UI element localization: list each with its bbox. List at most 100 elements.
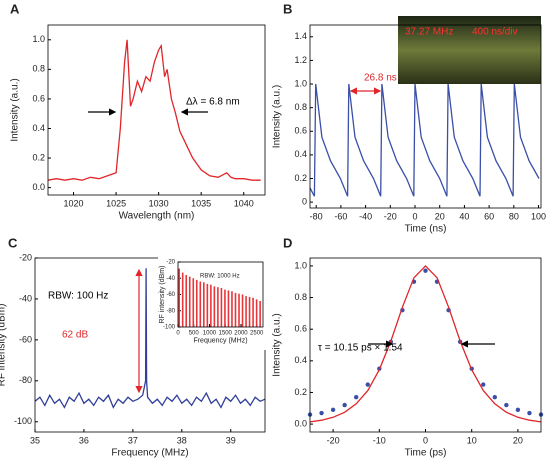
bar xyxy=(206,283,209,327)
data-point xyxy=(354,395,359,400)
y-tick-label: -60 xyxy=(19,334,32,344)
x-tick-label: -40 xyxy=(359,211,372,221)
y-tick-label: 1.4 xyxy=(294,31,307,41)
x-tick-label: 20 xyxy=(513,435,523,445)
y-axis-label: Intensity (a.u.) xyxy=(272,313,283,376)
x-tick-label: -10 xyxy=(373,435,386,445)
bar xyxy=(181,272,184,327)
x-tick-label: 1000 xyxy=(203,331,217,337)
x-tick-label: -20 xyxy=(384,211,397,221)
x-tick-label: 2000 xyxy=(234,331,248,337)
y-tick-label: -20 xyxy=(19,252,32,262)
y-tick-label: 0.4 xyxy=(32,123,45,133)
bar xyxy=(195,279,198,327)
x-tick-label: 1020 xyxy=(64,198,84,208)
y-tick-label: 0.6 xyxy=(294,324,307,334)
annotation: 37.27 MHz xyxy=(405,27,453,38)
y-tick-label: 1.0 xyxy=(32,34,45,44)
panel-label: C xyxy=(8,235,18,250)
bar xyxy=(252,297,254,327)
annotation: 400 ns/div xyxy=(472,27,518,38)
data-point xyxy=(342,402,347,408)
bar xyxy=(185,275,188,327)
x-tick-label: -80 xyxy=(310,211,323,221)
y-tick-label: 0.4 xyxy=(294,355,307,365)
bar xyxy=(245,296,247,327)
x-tick-label: 2500 xyxy=(250,331,264,337)
bar xyxy=(217,287,219,327)
plot-frame xyxy=(177,261,264,328)
x-tick-label: 500 xyxy=(189,331,200,337)
y-tick-label: 0.6 xyxy=(32,93,45,103)
x-axis-label: Frequency (MHz) xyxy=(193,338,247,345)
annotation: 62 dB xyxy=(62,330,88,341)
y-axis-label: Intensity (a.u.) xyxy=(10,78,21,141)
x-tick-label: 10 xyxy=(467,435,477,445)
bar xyxy=(199,281,202,327)
x-tick-label: 0 xyxy=(176,331,180,337)
panel-label: B xyxy=(283,1,292,16)
bar xyxy=(259,301,261,327)
y-tick-label: 0.8 xyxy=(294,292,307,302)
bar xyxy=(227,290,230,327)
y-tick-label: 0.6 xyxy=(294,126,307,136)
inset-image xyxy=(398,16,541,84)
x-tick-label: 60 xyxy=(484,211,494,221)
panel-label: D xyxy=(283,235,292,250)
x-tick-label: 100 xyxy=(531,211,546,221)
x-tick-label: 0 xyxy=(412,211,417,221)
data-point xyxy=(365,382,370,387)
y-tick-label: -20 xyxy=(166,260,175,266)
bar xyxy=(248,296,251,327)
y-tick-label: -40 xyxy=(19,293,32,303)
bar xyxy=(241,294,244,327)
y-tick-label: 0.4 xyxy=(294,149,307,159)
bar xyxy=(213,286,216,327)
bar xyxy=(255,299,258,327)
x-axis-label: Time (ns) xyxy=(405,223,447,234)
x-tick-label: 1500 xyxy=(219,331,233,337)
x-tick-label: 38 xyxy=(177,435,187,445)
data-point xyxy=(319,410,324,416)
x-axis-label: Frequency (MHz) xyxy=(111,447,188,458)
x-tick-label: 80 xyxy=(509,211,519,221)
data-line xyxy=(47,39,261,181)
data-line xyxy=(34,268,266,409)
plot-frame xyxy=(309,257,542,433)
y-tick-label: -80 xyxy=(19,375,32,385)
x-tick-label: 36 xyxy=(79,435,89,445)
data-line xyxy=(309,83,540,197)
x-tick-label: 1040 xyxy=(234,198,254,208)
y-tick-label: 0 xyxy=(302,196,307,206)
y-axis-label: RF intensity (dBm) xyxy=(0,304,8,387)
data-point xyxy=(481,382,486,387)
y-axis-label: RF intensity (dBm) xyxy=(159,266,166,324)
annotation: 26.8 ns xyxy=(364,73,397,84)
x-tick-label: -60 xyxy=(334,211,347,221)
bar xyxy=(192,278,195,327)
plot-frame xyxy=(47,24,266,196)
data-point xyxy=(492,395,497,400)
y-tick-label: -40 xyxy=(166,276,175,282)
y-tick-label: 0.2 xyxy=(32,152,45,162)
y-tick-label: 1.0 xyxy=(294,260,307,270)
x-tick-label: 1030 xyxy=(149,198,169,208)
data-point xyxy=(527,410,532,416)
y-tick-label: 1.2 xyxy=(294,55,307,65)
plot-frame xyxy=(309,24,542,209)
y-tick-label: 0.0 xyxy=(294,418,307,428)
y-tick-label: 0.2 xyxy=(294,387,307,397)
panel-label: A xyxy=(10,1,20,16)
y-tick-label: -100 xyxy=(14,416,32,426)
bar xyxy=(231,291,233,327)
bar xyxy=(238,293,240,327)
x-tick-label: -20 xyxy=(327,435,340,445)
y-tick-label: 0.0 xyxy=(32,182,45,192)
y-tick-label: -100 xyxy=(163,325,176,331)
x-tick-label: 1035 xyxy=(191,198,211,208)
data-point xyxy=(515,407,521,413)
data-point xyxy=(330,407,336,413)
y-tick-label: -60 xyxy=(166,292,175,298)
annotation: τ = 10.15 ps × 1.54 xyxy=(318,343,403,354)
